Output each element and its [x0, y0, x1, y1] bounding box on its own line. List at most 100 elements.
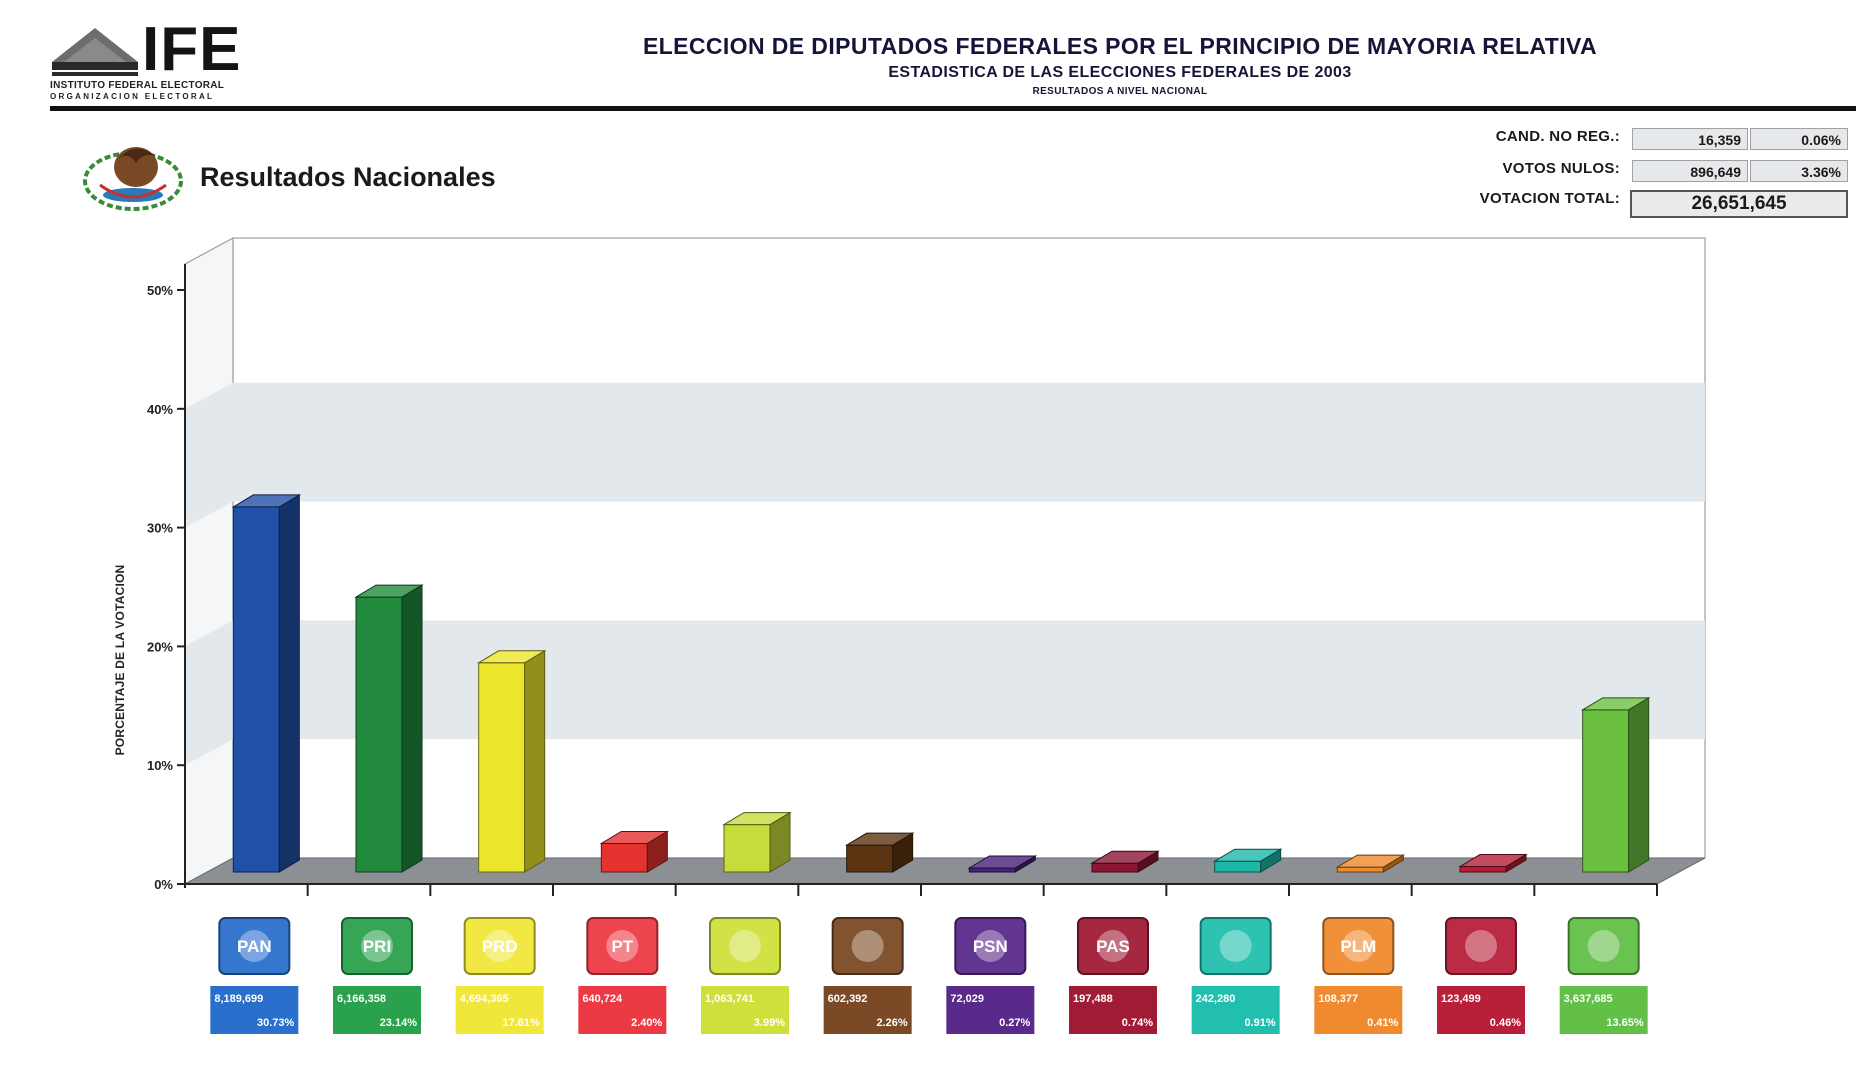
party-votes: 4,694,365: [460, 993, 509, 1005]
chart-grid-band: [233, 620, 1705, 740]
party-result-box: [1559, 986, 1648, 1034]
bar-top: [354, 584, 424, 598]
party-logo-emblem: [974, 930, 1007, 962]
party-percent: 17.61%: [502, 1017, 540, 1029]
chart-grid-band: [233, 382, 1705, 502]
bar-top: [844, 832, 915, 846]
party-percent: 0.46%: [1490, 1017, 1521, 1029]
party-logo-emblem: [1465, 930, 1497, 962]
party-logo-badge: [954, 917, 1027, 975]
summary-votes: 16,359: [1632, 128, 1748, 150]
summary-label: VOTOS NULOS:: [1502, 160, 1620, 177]
party-percent: 2.26%: [876, 1017, 907, 1029]
party-logo-emblem: [1097, 930, 1129, 962]
party-percent: 0.74%: [1122, 1017, 1153, 1029]
bar-side: [278, 494, 300, 873]
party-logo-badge: [1567, 917, 1640, 975]
chart-grid-band-side: [185, 620, 233, 766]
ife-logo: IFE INSTITUTO FEDERAL ELECTORAL ORGANIZA…: [50, 15, 315, 102]
bar-prd: [478, 662, 526, 873]
party-percent: 0.41%: [1367, 1017, 1398, 1029]
party-logo-badge: [218, 917, 291, 975]
party-votes: 242,280: [1196, 993, 1236, 1005]
party-logo-text: PRI: [363, 937, 391, 956]
party-logo-badge: [1077, 917, 1149, 975]
header-divider: [50, 106, 1856, 111]
bar-side: [401, 584, 423, 873]
bar-top: [1212, 848, 1283, 862]
section-title: Resultados Nacionales: [200, 162, 496, 192]
y-tick-label: 30%: [147, 521, 173, 536]
party-result-box: [1069, 986, 1157, 1034]
party-result-box: [333, 986, 421, 1034]
party-logo-badge: [341, 917, 413, 975]
national-seal-icon: [83, 147, 183, 211]
party-logo-icon: PAS: [1077, 917, 1149, 975]
bar-chart: 0% 10% 20% 30% 40% 50% PAN 8,189,699 30.73% PRI 6,…: [147, 236, 1706, 1034]
bar-convergencia: [846, 844, 894, 873]
y-tick-label: 10%: [147, 758, 173, 773]
party-logo-icon: [1567, 917, 1640, 975]
bar-pan: [232, 506, 280, 873]
party-result-box: [1314, 986, 1403, 1034]
party-logo-emblem: [729, 930, 761, 962]
party-votes: 640,724: [582, 993, 623, 1005]
bar-pt: [600, 842, 648, 873]
party-logo-text: PSN: [973, 937, 1008, 956]
party-result-box: [578, 986, 667, 1034]
party-votes: 8,189,699: [214, 993, 263, 1005]
party-percent: 30.73%: [257, 1017, 295, 1029]
party-percent: 13.65%: [1606, 1017, 1644, 1029]
party-percent: 23.14%: [380, 1017, 418, 1029]
party-result-box: [946, 986, 1035, 1034]
chart-back-wall: [232, 237, 1706, 859]
summary-votes: 896,649: [1632, 160, 1748, 182]
party-logo-badge: [1322, 917, 1395, 975]
party-logo-emblem: [483, 930, 516, 962]
report-level: RESULTADOS A NIVEL NACIONAL: [1032, 86, 1208, 97]
logo-subtitle-2: ORGANIZACION ELECTORAL: [50, 92, 215, 101]
party-logo-emblem: [1342, 930, 1375, 962]
logo-wordmark: IFE: [142, 15, 242, 84]
party-logo-text: PT: [611, 937, 633, 956]
party-logo-icon: PSN: [954, 917, 1027, 975]
bar-top: [967, 855, 1038, 869]
party-percent: 3.99%: [754, 1017, 785, 1029]
party-percent: 0.27%: [999, 1017, 1030, 1029]
logo-subtitle-1: INSTITUTO FEDERAL ELECTORAL: [50, 80, 225, 91]
y-tick-label: 50%: [147, 283, 173, 298]
bar-top: [1458, 854, 1528, 868]
bar-top: [1580, 697, 1651, 711]
summary-percent: 3.36%: [1750, 160, 1848, 182]
summary-row-total: VOTACION TOTAL: 26,651,645: [1400, 190, 1860, 218]
bar-top: [722, 812, 792, 826]
party-logo-emblem: [238, 930, 271, 962]
bar-top: [1090, 850, 1160, 864]
party-logo-icon: PLM: [1322, 917, 1395, 975]
party-logo-text: PAS: [1096, 937, 1130, 956]
party-votes: 6,166,358: [337, 993, 386, 1005]
party-logo-icon: PRI: [341, 917, 413, 975]
chart-grid-band-side: [185, 382, 233, 528]
party-result-box: [1437, 986, 1525, 1034]
party-votes: 108,377: [1318, 993, 1358, 1005]
party-logo-icon: [709, 917, 781, 975]
bar-alianza-para-todos: [1582, 709, 1630, 873]
summary-row-votos-nulos: VOTOS NULOS: 896,649 3.36%: [1400, 160, 1860, 184]
party-logo-badge: [1445, 917, 1517, 975]
party-logo-badge: [463, 917, 536, 975]
party-logo-emblem: [361, 930, 393, 962]
party-logo-emblem: [1587, 930, 1620, 962]
summary-label: CAND. NO REG.:: [1495, 128, 1620, 145]
bar-méxico-posible: [1214, 860, 1262, 873]
bar-pri: [355, 596, 403, 873]
bar-fuerza-ciudadana: [1459, 866, 1507, 873]
y-tick-label: 20%: [147, 639, 173, 654]
bar-pvem: [723, 824, 771, 873]
report-titles: ELECCION DE DIPUTADOS FEDERALES POR EL P…: [470, 33, 1770, 97]
party-logo-emblem: [606, 930, 639, 962]
party-logo-icon: PRD: [463, 917, 536, 975]
party-result-box: [455, 986, 544, 1034]
party-logo-badge: [831, 917, 904, 975]
party-logo-icon: [831, 917, 904, 975]
